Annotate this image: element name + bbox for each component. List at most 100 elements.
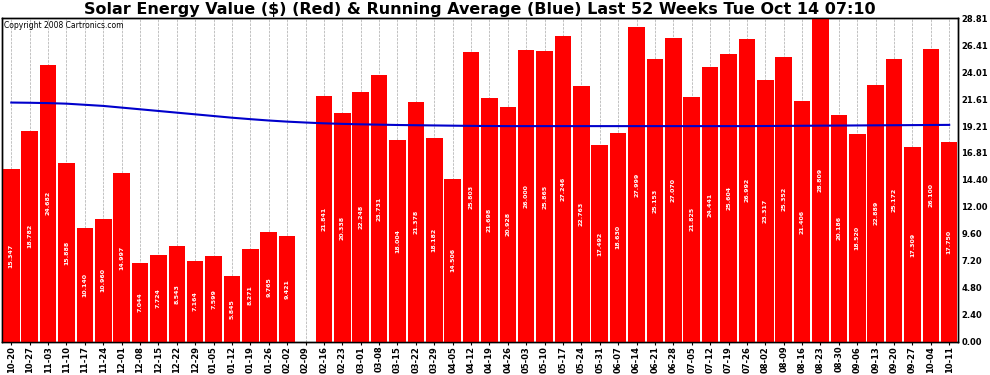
Bar <box>40 64 56 342</box>
Bar <box>76 228 93 342</box>
Text: 14.997: 14.997 <box>119 245 124 270</box>
Text: 27.070: 27.070 <box>671 178 676 202</box>
Bar <box>95 219 112 342</box>
Bar <box>904 147 921 342</box>
Bar <box>794 101 811 342</box>
Text: 17.309: 17.309 <box>910 232 915 256</box>
Text: 26.000: 26.000 <box>524 184 529 208</box>
Bar <box>831 115 847 342</box>
Title: Solar Energy Value ($) (Red) & Running Average (Blue) Last 52 Weeks Tue Oct 14 0: Solar Energy Value ($) (Red) & Running A… <box>84 2 876 17</box>
Bar <box>58 163 74 342</box>
Bar <box>150 255 166 342</box>
Bar <box>554 36 571 342</box>
Text: 21.841: 21.841 <box>322 207 327 231</box>
Bar <box>646 59 663 342</box>
Bar <box>757 80 773 342</box>
Bar <box>224 276 241 342</box>
Text: 18.004: 18.004 <box>395 229 400 253</box>
Bar <box>352 92 369 342</box>
Bar <box>426 138 443 342</box>
Bar <box>3 170 20 342</box>
Bar <box>462 52 479 342</box>
Text: 23.731: 23.731 <box>376 196 381 220</box>
Text: 5.845: 5.845 <box>230 299 235 319</box>
Text: 22.248: 22.248 <box>358 205 363 229</box>
Bar <box>279 236 295 342</box>
Text: 8.271: 8.271 <box>248 285 252 305</box>
Bar <box>812 18 829 342</box>
Text: 20.928: 20.928 <box>505 212 510 236</box>
Bar <box>371 75 387 342</box>
Text: 8.543: 8.543 <box>174 284 179 304</box>
Bar <box>260 232 277 342</box>
Bar <box>445 179 461 342</box>
Bar <box>408 102 424 342</box>
Text: 25.865: 25.865 <box>543 184 547 209</box>
Text: 25.803: 25.803 <box>468 185 473 209</box>
Bar <box>518 50 535 342</box>
Text: 7.724: 7.724 <box>155 288 161 308</box>
Bar <box>721 54 737 342</box>
Bar <box>132 262 148 342</box>
Text: 25.352: 25.352 <box>781 187 786 211</box>
Bar <box>334 113 350 342</box>
Text: 18.520: 18.520 <box>854 226 859 250</box>
Bar <box>168 246 185 342</box>
Bar <box>923 49 940 342</box>
Text: 7.044: 7.044 <box>138 292 143 312</box>
Bar <box>867 85 884 342</box>
Text: 7.164: 7.164 <box>193 291 198 311</box>
Text: 21.406: 21.406 <box>800 209 805 234</box>
Bar <box>775 57 792 342</box>
Text: 7.599: 7.599 <box>211 289 216 309</box>
Text: 21.378: 21.378 <box>414 210 419 234</box>
Bar <box>243 249 258 342</box>
Text: 25.153: 25.153 <box>652 188 657 213</box>
Text: 14.506: 14.506 <box>450 248 455 272</box>
Text: 22.763: 22.763 <box>579 202 584 226</box>
Text: 27.246: 27.246 <box>560 177 565 201</box>
Bar <box>702 67 719 342</box>
Text: 26.992: 26.992 <box>744 178 749 202</box>
Text: 18.782: 18.782 <box>27 224 32 248</box>
Text: 25.172: 25.172 <box>892 188 897 213</box>
Bar <box>629 27 644 342</box>
Bar <box>610 132 627 342</box>
Text: 20.338: 20.338 <box>340 215 345 240</box>
Bar <box>113 173 130 342</box>
Text: 9.765: 9.765 <box>266 277 271 297</box>
Text: 20.186: 20.186 <box>837 216 842 240</box>
Bar <box>940 142 957 342</box>
Bar <box>665 38 681 342</box>
Text: 15.888: 15.888 <box>64 240 69 265</box>
Text: 24.441: 24.441 <box>708 192 713 217</box>
Text: 21.698: 21.698 <box>487 208 492 232</box>
Bar <box>316 96 333 342</box>
Text: 18.630: 18.630 <box>616 225 621 249</box>
Text: 17.492: 17.492 <box>597 231 602 256</box>
Text: 22.889: 22.889 <box>873 201 878 225</box>
Text: 28.809: 28.809 <box>818 168 823 192</box>
Text: 25.604: 25.604 <box>726 186 731 210</box>
Text: 17.750: 17.750 <box>946 230 951 254</box>
Text: 18.182: 18.182 <box>432 228 437 252</box>
Text: 10.140: 10.140 <box>82 273 87 297</box>
Bar <box>22 131 38 342</box>
Bar <box>389 140 406 342</box>
Text: 27.999: 27.999 <box>634 172 640 196</box>
Bar <box>500 107 516 342</box>
Text: 23.317: 23.317 <box>762 199 768 223</box>
Bar <box>591 145 608 342</box>
Text: 15.347: 15.347 <box>9 243 14 268</box>
Bar <box>683 97 700 342</box>
Bar <box>739 39 755 342</box>
Bar <box>886 59 902 342</box>
Text: 9.421: 9.421 <box>285 279 290 299</box>
Text: 21.825: 21.825 <box>689 207 694 231</box>
Text: 26.100: 26.100 <box>929 183 934 207</box>
Bar <box>205 256 222 342</box>
Text: Copyright 2008 Cartronics.com: Copyright 2008 Cartronics.com <box>4 21 124 30</box>
Bar <box>481 98 498 342</box>
Text: 10.960: 10.960 <box>101 268 106 292</box>
Bar <box>849 134 865 342</box>
